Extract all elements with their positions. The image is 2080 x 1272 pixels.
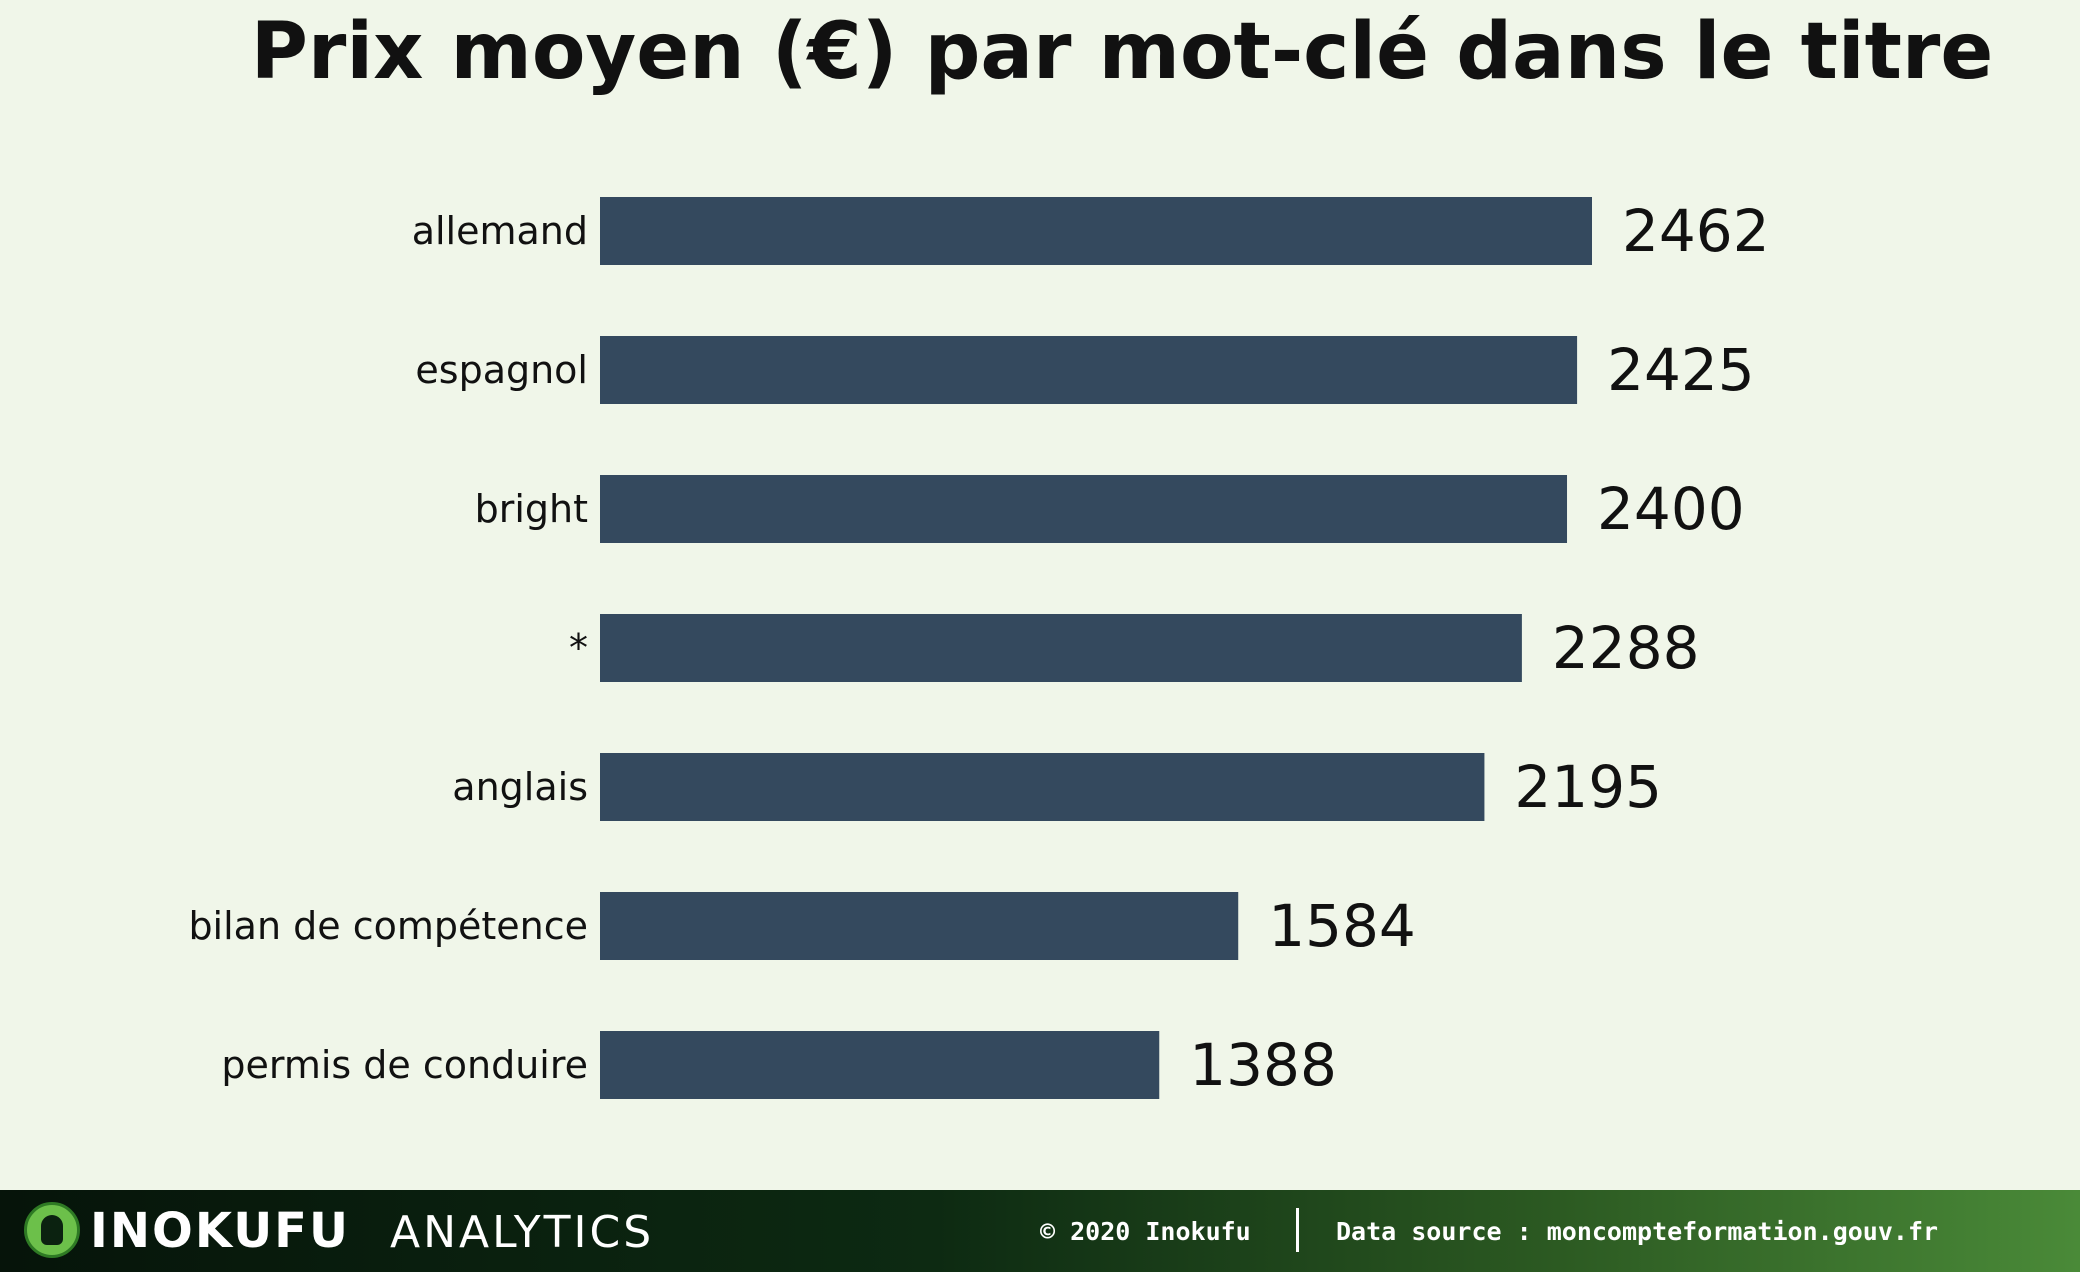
value-labels-group: 2462 2425 2400 2288 2195 1584 1388 xyxy=(1189,197,1769,1099)
value-label: 2195 xyxy=(1514,753,1662,821)
bar xyxy=(600,336,1578,404)
bar xyxy=(600,892,1239,960)
footer-separator xyxy=(1296,1208,1299,1252)
value-label: 2400 xyxy=(1597,475,1745,543)
category-label: bright xyxy=(475,487,588,531)
footer-copyright: © 2020 Inokufu xyxy=(1040,1217,1251,1246)
category-label: allemand xyxy=(412,209,588,253)
category-label: anglais xyxy=(452,765,588,809)
bar xyxy=(600,197,1592,265)
logo-brand: INOKUFU xyxy=(90,1203,350,1259)
footer-data-source: Data source : moncompteformation.gouv.fr xyxy=(1336,1217,1939,1246)
category-label: permis de conduire xyxy=(221,1043,588,1087)
value-label: 2288 xyxy=(1552,614,1700,682)
footer-bar: INOKUFU ANALYTICS © 2020 Inokufu Data so… xyxy=(0,1190,2080,1272)
bars-group xyxy=(600,197,1592,1099)
bar xyxy=(600,475,1568,543)
value-label: 2462 xyxy=(1622,197,1770,265)
value-label: 2425 xyxy=(1607,336,1755,404)
category-label: * xyxy=(569,626,588,670)
logo-icon xyxy=(24,1202,80,1258)
logo-subtitle: ANALYTICS xyxy=(390,1207,655,1258)
bar xyxy=(600,614,1522,682)
category-label: bilan de compétence xyxy=(188,904,588,948)
category-label: espagnol xyxy=(415,348,588,392)
bar-chart: allemand espagnol bright * anglais bilan de c… xyxy=(188,197,1770,1099)
chart-title: Prix moyen (€) par mot-clé dans le titre xyxy=(250,7,1994,97)
value-label: 1584 xyxy=(1268,892,1416,960)
category-labels-group: allemand espagnol bright * anglais bilan de c… xyxy=(188,209,588,1087)
value-label: 1388 xyxy=(1189,1031,1337,1099)
bar xyxy=(600,1031,1160,1099)
bar xyxy=(600,753,1485,821)
